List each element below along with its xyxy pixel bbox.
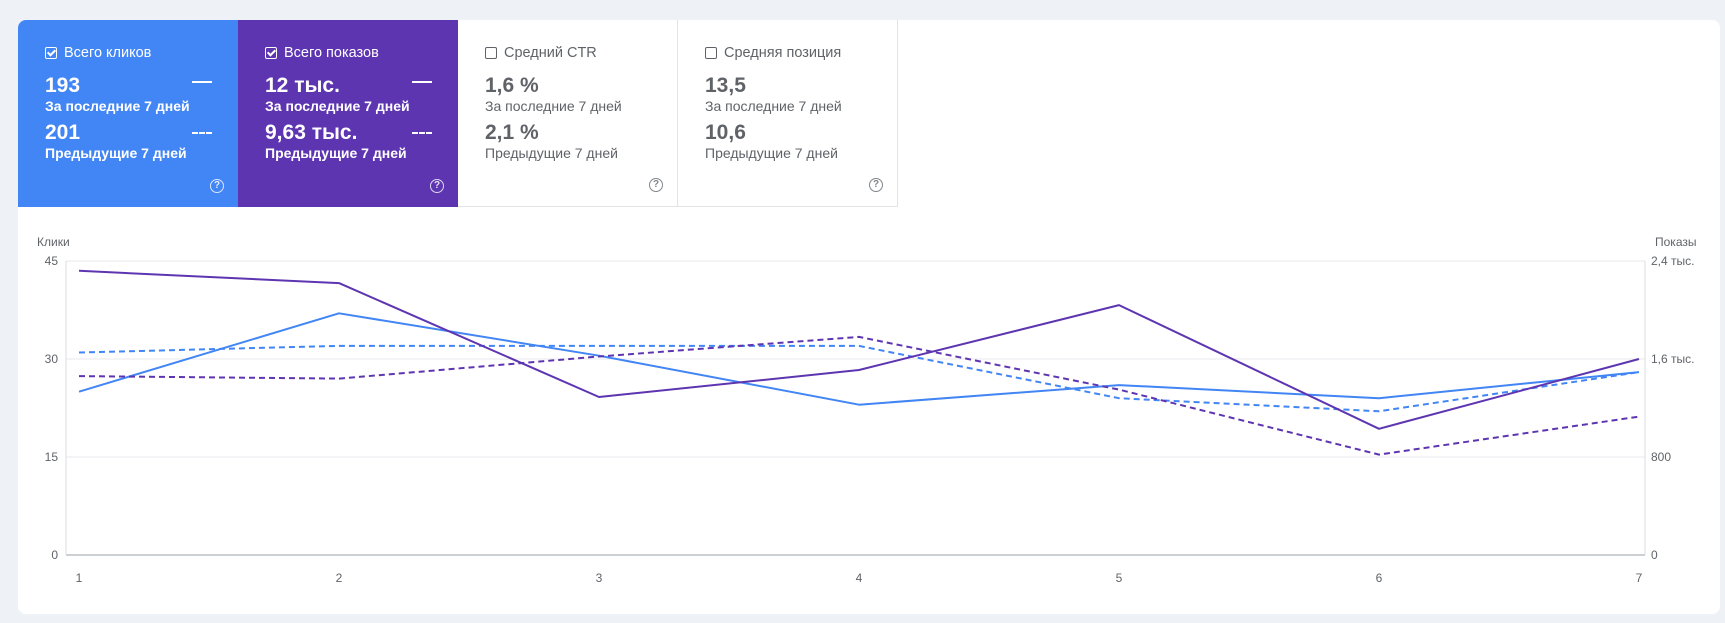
current-value: 12 тыс. bbox=[265, 74, 340, 97]
x-tick-label: 6 bbox=[1376, 571, 1383, 585]
series-line-2 bbox=[78, 269, 1640, 430]
previous-value: 201 bbox=[45, 121, 81, 144]
checkbox-checked-icon[interactable] bbox=[45, 47, 57, 59]
legend-dashed-line-icon bbox=[412, 132, 432, 134]
x-tick-label: 1 bbox=[76, 571, 83, 585]
card-title: Всего показов bbox=[284, 45, 379, 61]
legend-dashed-line-icon bbox=[192, 132, 212, 134]
previous-value: 9,63 тыс. bbox=[265, 121, 358, 144]
metric-card-impressions[interactable]: Всего показов 12 тыс. За последние 7 дне… bbox=[238, 20, 458, 207]
left-tick-label: 0 bbox=[51, 548, 58, 562]
checkbox-checked-icon[interactable] bbox=[265, 47, 277, 59]
x-tick-label: 4 bbox=[856, 571, 863, 585]
right-axis-title: Показы bbox=[1655, 235, 1696, 249]
right-tick-label: 1,6 тыс. bbox=[1651, 352, 1694, 366]
performance-panel: Всего кликов 193 За последние 7 дней 201… bbox=[18, 20, 1720, 614]
help-circle-icon[interactable]: ? bbox=[869, 178, 883, 192]
previous-period-label: Предыдущие 7 дней bbox=[705, 145, 838, 161]
x-tick-label: 5 bbox=[1116, 571, 1123, 585]
help-circle-icon[interactable]: ? bbox=[430, 179, 444, 193]
series-line-0 bbox=[78, 312, 1640, 406]
series-line-1 bbox=[78, 344, 1640, 413]
current-period-label: За последние 7 дней bbox=[265, 98, 410, 114]
metric-card-clicks[interactable]: Всего кликов 193 За последние 7 дней 201… bbox=[18, 20, 238, 207]
left-tick-label: 45 bbox=[45, 254, 59, 268]
card-header: Всего кликов bbox=[45, 44, 238, 62]
left-tick-label: 30 bbox=[45, 352, 59, 366]
help-circle-icon[interactable]: ? bbox=[649, 178, 663, 192]
previous-period-label: Предыдущие 7 дней bbox=[45, 145, 187, 161]
x-tick-label: 7 bbox=[1636, 571, 1643, 585]
x-tick-label: 2 bbox=[336, 571, 343, 585]
series-line-3 bbox=[78, 335, 1640, 456]
card-header: Средняя позиция bbox=[705, 44, 897, 62]
checkbox-unchecked-icon[interactable] bbox=[705, 47, 717, 59]
metric-card-ctr[interactable]: Средний CTR 1,6 % За последние 7 дней 2,… bbox=[458, 20, 678, 207]
card-title: Всего кликов bbox=[64, 45, 152, 61]
left-axis-title: Клики bbox=[37, 235, 70, 249]
previous-period-label: Предыдущие 7 дней bbox=[485, 145, 618, 161]
metric-card-position[interactable]: Средняя позиция 13,5 За последние 7 дней… bbox=[678, 20, 898, 207]
previous-value: 10,6 bbox=[705, 121, 746, 144]
previous-value: 2,1 % bbox=[485, 121, 539, 144]
card-header: Всего показов bbox=[265, 44, 458, 62]
right-tick-label: 2,4 тыс. bbox=[1651, 254, 1694, 268]
current-value: 13,5 bbox=[705, 74, 746, 97]
current-period-label: За последние 7 дней bbox=[45, 98, 190, 114]
card-header: Средний CTR bbox=[485, 44, 677, 62]
legend-solid-line-icon bbox=[192, 81, 212, 83]
current-value: 193 bbox=[45, 74, 81, 97]
legend-solid-line-icon bbox=[412, 81, 432, 83]
card-title: Средний CTR bbox=[504, 45, 597, 61]
right-tick-label: 800 bbox=[1651, 450, 1671, 464]
checkbox-unchecked-icon[interactable] bbox=[485, 47, 497, 59]
current-period-label: За последние 7 дней bbox=[485, 98, 622, 114]
metric-cards: Всего кликов 193 За последние 7 дней 201… bbox=[18, 20, 898, 207]
previous-period-label: Предыдущие 7 дней bbox=[265, 145, 407, 161]
card-title: Средняя позиция bbox=[724, 45, 842, 61]
right-tick-label: 0 bbox=[1651, 548, 1658, 562]
current-period-label: За последние 7 дней bbox=[705, 98, 842, 114]
left-tick-label: 15 bbox=[45, 450, 59, 464]
help-circle-icon[interactable]: ? bbox=[210, 179, 224, 193]
x-tick-label: 3 bbox=[596, 571, 603, 585]
current-value: 1,6 % bbox=[485, 74, 539, 97]
